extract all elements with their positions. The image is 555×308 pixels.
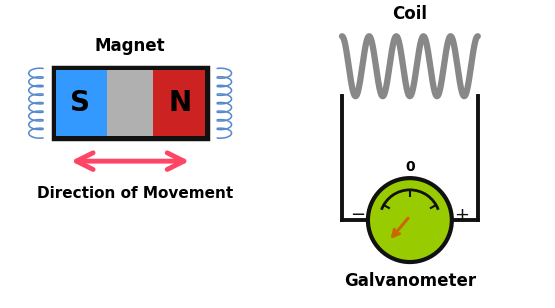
Text: 0: 0	[405, 160, 415, 174]
Text: Coil: Coil	[392, 5, 427, 23]
Text: Galvanometer: Galvanometer	[344, 272, 476, 290]
FancyBboxPatch shape	[107, 70, 153, 136]
Text: −: −	[350, 206, 366, 224]
Text: N: N	[169, 89, 192, 117]
FancyBboxPatch shape	[153, 70, 205, 136]
Text: +: +	[455, 206, 470, 224]
FancyBboxPatch shape	[56, 70, 107, 136]
FancyBboxPatch shape	[53, 67, 208, 139]
Text: Direction of Movement: Direction of Movement	[37, 186, 233, 201]
Text: Magnet: Magnet	[95, 37, 165, 55]
Text: S: S	[70, 89, 90, 117]
Circle shape	[368, 178, 452, 262]
